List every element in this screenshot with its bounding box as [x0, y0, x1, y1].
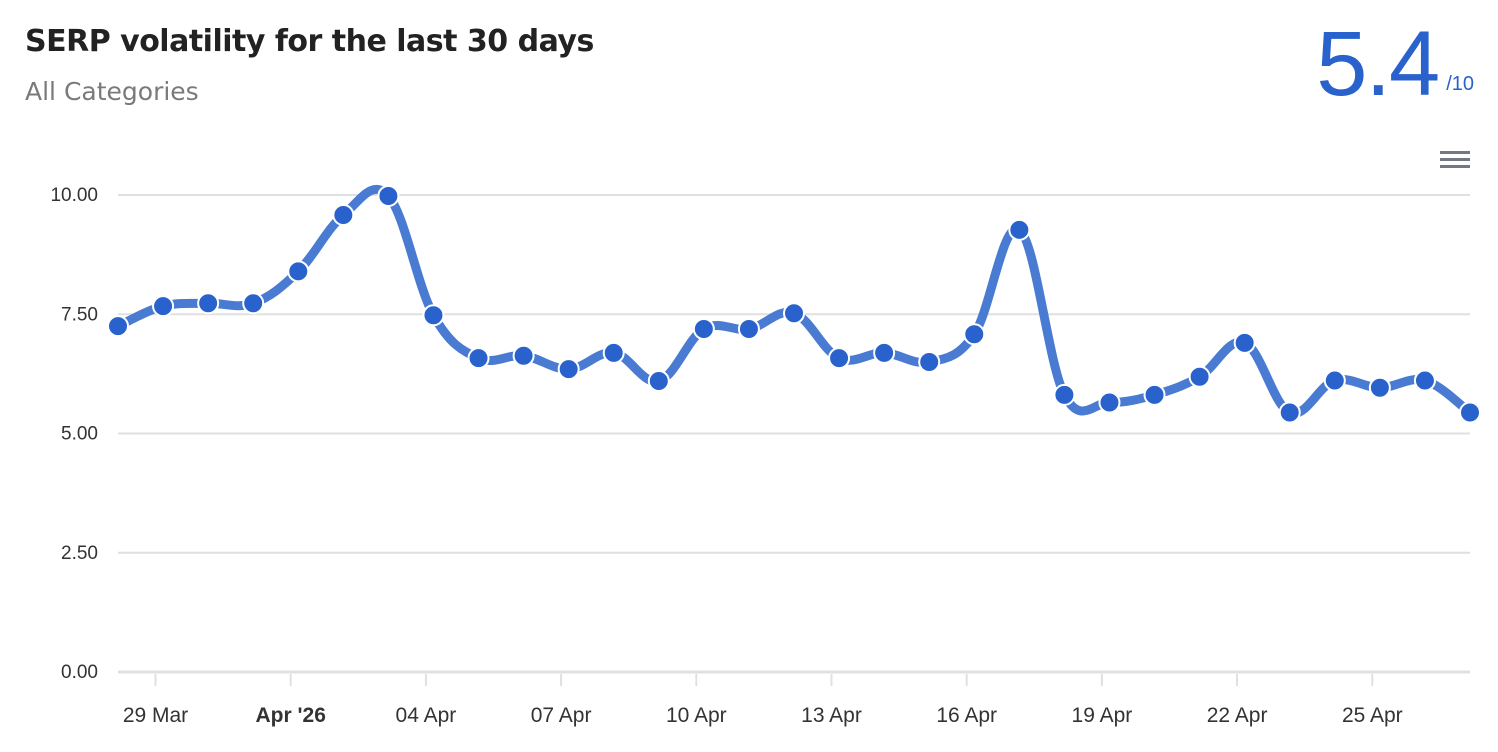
series-line: [113, 185, 1475, 418]
data-point[interactable]: 10 Apr: 7.19: [692, 318, 715, 341]
data-point[interactable]: 26 Apr: 6.11: [1413, 369, 1436, 392]
data-point[interactable]: 20 Apr: 5.81: [1143, 383, 1166, 406]
x-tick-label: 04 Apr: [396, 704, 457, 727]
data-point[interactable]: 14 Apr: 6.69: [873, 341, 896, 364]
chart-title: SERP volatility for the last 30 days: [25, 24, 594, 59]
data-points: 28 Mar: 7.25 29 Mar: 7.67 30 Mar: 7.73 31 M…: [107, 184, 1481, 424]
x-tick-label: 07 Apr: [531, 704, 592, 727]
data-point[interactable]: 19 Apr: 5.65: [1098, 391, 1121, 414]
x-tick-label: 16 Apr: [936, 704, 997, 727]
x-tick-label: 10 Apr: [666, 704, 727, 727]
data-point[interactable]: 16 Apr: 7.08: [963, 323, 986, 346]
data-point[interactable]: 09 Apr: 6.10: [647, 370, 670, 393]
y-tick-label: 2.50: [61, 543, 98, 564]
y-tick-label: 0.00: [61, 662, 98, 683]
data-point[interactable]: 27 Apr: 5.44: [1459, 401, 1481, 424]
x-tick-label: 13 Apr: [801, 704, 862, 727]
data-point[interactable]: 23 Apr: 5.44: [1278, 401, 1301, 424]
grid-lines: [118, 194, 1470, 674]
hamburger-menu-icon[interactable]: [1438, 147, 1472, 173]
x-axis: 29 Mar Apr '26 04 Apr 07 Apr 10 Apr 13 Apr 16 …: [123, 674, 1403, 727]
x-tick-label: Apr '26: [256, 704, 326, 727]
x-tick-label: 25 Apr: [1342, 704, 1403, 727]
data-point[interactable]: 18 Apr: 5.81: [1053, 383, 1076, 406]
data-point[interactable]: 15 Apr: 6.50: [918, 350, 941, 373]
score-value: 5.4: [1316, 13, 1440, 115]
data-point[interactable]: 22 Apr: 6.90: [1233, 331, 1256, 354]
y-tick-label: 5.00: [61, 424, 98, 445]
data-point[interactable]: 12 Apr: 7.52: [783, 302, 805, 325]
x-tick-label: 22 Apr: [1207, 704, 1268, 727]
data-point[interactable]: 28 Mar: 7.25: [107, 315, 129, 338]
data-point[interactable]: 03 Apr: 9.98: [377, 184, 400, 207]
data-point[interactable]: 17 Apr: 9.27: [1008, 218, 1031, 241]
y-tick-label: 7.50: [61, 304, 98, 325]
data-point[interactable]: 24 Apr: 6.11: [1323, 369, 1346, 392]
y-tick-label: 10.00: [50, 185, 98, 206]
score-max: /10: [1446, 73, 1474, 95]
data-point[interactable]: 31 Mar: 7.73: [242, 292, 265, 315]
data-point[interactable]: 06 Apr: 6.63: [512, 344, 535, 367]
chart-subtitle: All Categories: [25, 77, 199, 106]
x-tick-label: 29 Mar: [123, 704, 188, 727]
data-point[interactable]: 05 Apr: 6.58: [467, 347, 490, 370]
data-point[interactable]: 25 Apr: 5.96: [1368, 376, 1391, 399]
y-axis-labels: 0.00 2.50 5.00 7.50 10.00: [50, 185, 98, 683]
data-point[interactable]: 29 Mar: 7.67: [152, 295, 175, 318]
data-point[interactable]: 21 Apr: 6.19: [1188, 365, 1211, 388]
volatility-score: 5.4 /10: [1316, 18, 1474, 110]
data-point[interactable]: 07 Apr: 6.35: [557, 358, 580, 381]
data-point[interactable]: 13 Apr: 6.58: [828, 347, 851, 370]
data-point[interactable]: 04 Apr: 7.48: [422, 304, 445, 327]
data-point[interactable]: 08 Apr: 6.69: [602, 341, 625, 364]
data-point[interactable]: 01 Apr: 8.40: [287, 260, 310, 283]
x-tick-label: 19 Apr: [1072, 704, 1133, 727]
data-point[interactable]: 02 Apr: 9.58: [332, 204, 355, 227]
data-point[interactable]: 30 Mar: 7.73: [197, 292, 220, 315]
data-point[interactable]: 11 Apr: 7.19: [737, 318, 760, 341]
